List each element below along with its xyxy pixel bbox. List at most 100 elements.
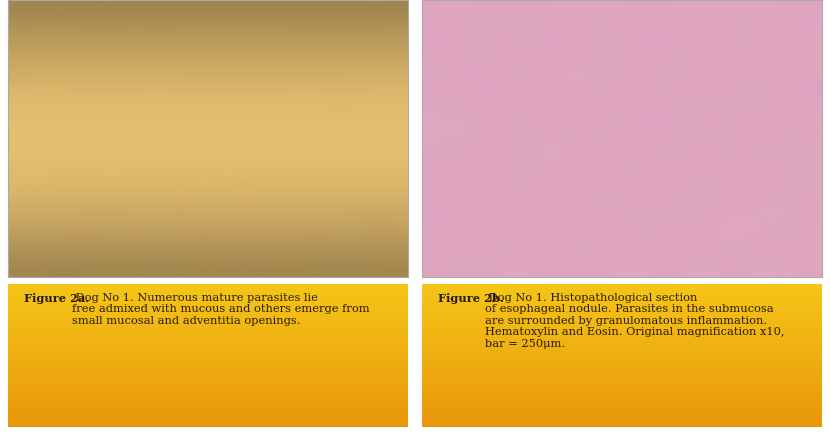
Bar	[8, 296, 408, 298]
Bar	[8, 301, 408, 303]
Bar	[422, 398, 822, 401]
Bar	[8, 379, 408, 381]
Bar	[422, 322, 822, 325]
Bar	[8, 353, 408, 355]
Bar	[8, 327, 408, 329]
Text: Dog No 1. Histopathological section
of esophageal nodule. Parasites in the submu: Dog No 1. Histopathological section of e…	[485, 293, 784, 349]
Bar	[8, 362, 408, 365]
Text: Dog No 1. Numerous mature parasites lie
free admixed with mucous and others emer: Dog No 1. Numerous mature parasites lie …	[71, 293, 369, 326]
Bar	[422, 329, 822, 332]
Bar	[422, 284, 822, 286]
Bar	[422, 415, 822, 418]
Bar	[422, 308, 822, 310]
Bar	[8, 332, 408, 334]
Bar	[422, 394, 822, 396]
Bar	[8, 339, 408, 341]
Bar	[8, 341, 408, 344]
Bar	[8, 334, 408, 336]
Bar	[422, 353, 822, 355]
Bar	[8, 375, 408, 377]
Bar	[422, 286, 822, 289]
Bar	[8, 384, 408, 386]
Bar	[8, 408, 408, 410]
Bar	[422, 358, 822, 360]
Bar	[8, 403, 408, 405]
Text: Figure 2a.: Figure 2a.	[24, 293, 90, 304]
Bar	[8, 413, 408, 415]
Bar	[8, 381, 408, 384]
Bar	[422, 418, 822, 420]
Text: Figure 2b.: Figure 2b.	[437, 293, 503, 304]
Bar	[422, 413, 822, 415]
Bar	[422, 405, 822, 408]
Bar	[8, 289, 408, 291]
Bar	[8, 284, 408, 286]
Bar	[422, 325, 822, 327]
Bar	[422, 424, 822, 427]
Bar	[8, 355, 408, 358]
Bar	[422, 327, 822, 329]
Bar	[8, 344, 408, 346]
Bar	[8, 398, 408, 401]
Bar	[422, 403, 822, 405]
Bar	[422, 310, 822, 312]
Bar	[422, 336, 822, 339]
Bar	[422, 320, 822, 322]
Bar	[422, 367, 822, 370]
Bar	[8, 424, 408, 427]
Bar	[8, 377, 408, 379]
Bar	[8, 386, 408, 389]
Bar	[8, 420, 408, 422]
Bar	[422, 312, 822, 315]
Bar	[422, 384, 822, 386]
Bar	[422, 360, 822, 362]
Bar	[8, 360, 408, 362]
Bar	[422, 315, 822, 317]
Bar	[8, 291, 408, 293]
Bar	[8, 389, 408, 391]
Bar	[8, 370, 408, 372]
Bar	[422, 346, 822, 349]
Bar	[422, 298, 822, 301]
Bar	[8, 293, 408, 296]
Bar	[422, 341, 822, 344]
Bar	[8, 306, 408, 308]
Bar	[422, 306, 822, 308]
Bar	[422, 375, 822, 377]
Bar	[422, 303, 822, 306]
Bar	[8, 315, 408, 317]
Bar	[8, 410, 408, 413]
Bar	[8, 396, 408, 398]
Bar	[8, 391, 408, 394]
Bar	[422, 381, 822, 384]
Bar	[8, 351, 408, 353]
Bar	[422, 396, 822, 398]
Bar	[422, 372, 822, 375]
Bar	[8, 372, 408, 375]
Bar	[422, 391, 822, 394]
Bar	[8, 286, 408, 289]
Bar	[422, 301, 822, 303]
Bar	[8, 422, 408, 424]
Bar	[422, 379, 822, 381]
Bar	[8, 346, 408, 349]
Bar	[8, 401, 408, 403]
Bar	[8, 349, 408, 351]
Bar	[422, 317, 822, 320]
Bar	[422, 389, 822, 391]
Bar	[422, 349, 822, 351]
Bar	[422, 422, 822, 424]
Bar	[8, 317, 408, 320]
Bar	[8, 415, 408, 418]
Bar	[8, 394, 408, 396]
Bar	[422, 289, 822, 291]
Bar	[8, 367, 408, 370]
Bar	[422, 362, 822, 365]
Bar	[422, 344, 822, 346]
Bar	[8, 308, 408, 310]
Bar	[422, 420, 822, 422]
Bar	[8, 325, 408, 327]
Bar	[422, 370, 822, 372]
Bar	[8, 303, 408, 306]
Bar	[422, 351, 822, 353]
